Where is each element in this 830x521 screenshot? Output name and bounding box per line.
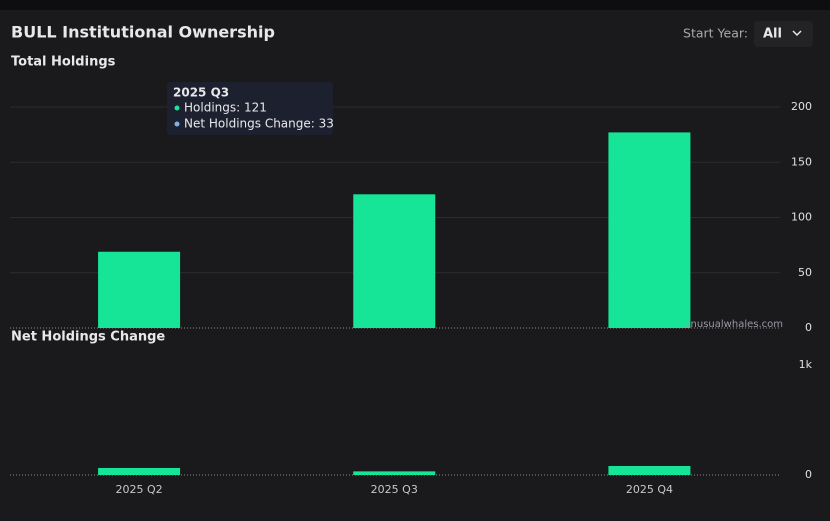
bar [98,251,181,328]
x-tick-label: 2025 Q4 [626,483,673,496]
bar [608,465,691,475]
chart-title: Total Holdings [11,55,116,70]
x-tick-label: 2025 Q3 [371,483,418,496]
watermark: unusualwhales.com [684,319,783,330]
tooltip-box [167,82,333,135]
bar [608,132,691,328]
y-tick-label: 200 [791,100,812,113]
y-tick-label: 1k [799,358,813,371]
tooltip-line: Net Holdings Change: 33 [184,117,334,131]
chart-title: Net Holdings Change [11,330,165,345]
tooltip-title: 2025 Q3 [173,86,229,100]
dropdown-icon [792,30,802,37]
bar [353,194,436,328]
y-tick-label: 50 [798,266,812,279]
bar [353,471,436,475]
y-tick-label: 0 [805,468,812,481]
tooltip-dot [174,121,180,127]
y-tick-label: 0 [805,321,812,334]
y-tick-label: 100 [791,211,812,224]
x-tick-label: 2025 Q2 [116,483,163,496]
start-year-select[interactable] [754,21,813,47]
y-tick-label: 150 [791,155,812,168]
bar [98,467,181,475]
tooltip-dot [174,105,180,111]
start-year-value[interactable]: All [763,27,782,42]
start-year-label: Start Year: [683,26,748,41]
tooltip-line: Holdings: 121 [184,101,267,115]
top-bar [0,0,830,10]
page-title: BULL Institutional Ownership [11,23,275,42]
